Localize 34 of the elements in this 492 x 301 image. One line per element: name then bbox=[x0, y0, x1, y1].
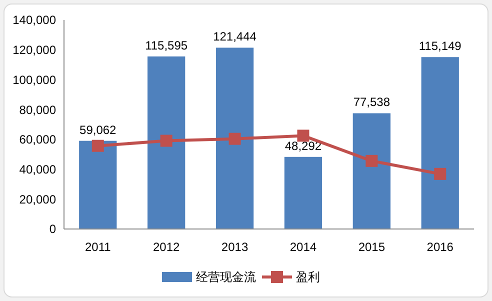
y-tick-label: 100,000 bbox=[12, 72, 56, 87]
bar bbox=[352, 113, 390, 229]
x-tick-label: 2014 bbox=[290, 240, 317, 254]
bar bbox=[284, 156, 322, 229]
data-label: 59,062 bbox=[80, 122, 117, 137]
legend-label: 经营现金流 bbox=[196, 270, 256, 284]
x-tick-label: 2012 bbox=[152, 240, 180, 254]
y-tick-label: 0 bbox=[49, 222, 56, 236]
bar bbox=[421, 57, 459, 229]
y-tick-label: 80,000 bbox=[19, 102, 56, 117]
bar bbox=[148, 56, 186, 229]
point bbox=[92, 140, 104, 152]
y-tick-label: 140,000 bbox=[12, 13, 56, 28]
x-tick-label: 2015 bbox=[358, 240, 386, 254]
point bbox=[366, 154, 378, 167]
data-label: 115,149 bbox=[418, 39, 462, 54]
point bbox=[434, 168, 446, 180]
y-tick-label: 40,000 bbox=[19, 162, 56, 176]
bar bbox=[216, 48, 254, 229]
point bbox=[228, 132, 241, 145]
data-label: 115,595 bbox=[145, 38, 188, 52]
x-tick-label: 2013 bbox=[221, 240, 248, 254]
y-tick-label: 60,000 bbox=[19, 132, 56, 147]
data-label: 77,538 bbox=[353, 95, 390, 110]
data-label: 121,444 bbox=[213, 30, 257, 44]
y-tick-label: 20,000 bbox=[19, 192, 56, 206]
y-tick-label: 120,000 bbox=[12, 43, 56, 58]
point bbox=[297, 130, 310, 142]
x-tick-label: 2016 bbox=[426, 240, 454, 254]
data-label: 48,292 bbox=[284, 138, 322, 153]
legend-label: 盈利 bbox=[296, 270, 320, 284]
x-tick-label: 2011 bbox=[84, 240, 112, 254]
point bbox=[160, 134, 172, 147]
bar bbox=[79, 140, 117, 229]
